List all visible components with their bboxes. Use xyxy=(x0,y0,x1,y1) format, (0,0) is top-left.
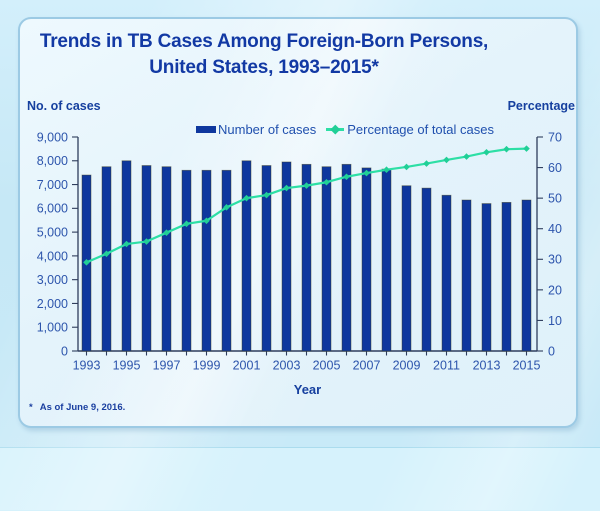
right-axis-title: Percentage xyxy=(507,99,575,113)
x-axis-title: Year xyxy=(293,382,322,397)
legend-bars-label: Number of cases xyxy=(218,122,317,137)
legend-line-label: Percentage of total cases xyxy=(347,122,494,137)
legend-line-diamond-icon xyxy=(330,124,341,135)
left-axis-title: No. of cases xyxy=(27,99,101,113)
footnote: * As of June 9, 2016. xyxy=(29,402,125,413)
bottom-strip xyxy=(0,447,600,511)
chart-legend: Number of cases Percentage of total case… xyxy=(196,122,494,137)
chart-title-line2: United States, 1993–2015* xyxy=(149,57,379,78)
legend-line-swatch-icon xyxy=(326,124,345,135)
chart-title: Trends in TB Cases Among Foreign-Born Pe… xyxy=(18,29,510,81)
chart-title-line1: Trends in TB Cases Among Foreign-Born Pe… xyxy=(39,31,489,52)
footnote-marker: * xyxy=(29,402,33,413)
footnote-text: As of June 9, 2016. xyxy=(39,402,126,413)
legend-bar-swatch-icon xyxy=(196,126,216,133)
